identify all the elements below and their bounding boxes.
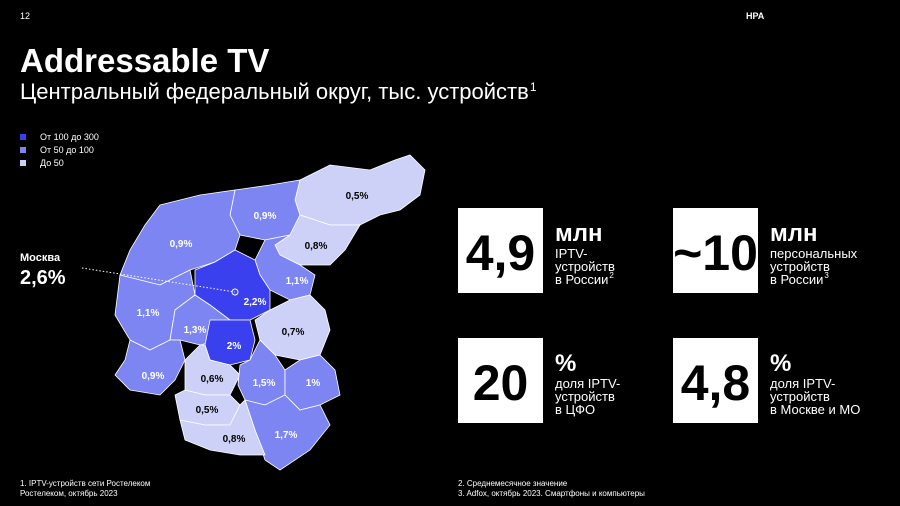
region-label: 0,8% xyxy=(223,434,246,445)
stat-text: IPTV- xyxy=(555,246,588,261)
stat-text: доля IPTV- xyxy=(770,376,835,391)
region xyxy=(179,399,266,456)
stat-box xyxy=(673,208,758,293)
stat-text: устройств xyxy=(555,389,615,404)
stat-text: в Москве и МО xyxy=(770,402,860,417)
stat-number: 4,9 xyxy=(466,225,536,281)
legend-swatch xyxy=(20,134,26,140)
callout-value: 2,6% xyxy=(20,267,66,289)
stat-text: устройств xyxy=(555,259,615,274)
legend-swatch xyxy=(20,147,26,153)
region-label: 2% xyxy=(227,341,242,352)
brand: НРА xyxy=(746,11,765,21)
region xyxy=(114,339,186,396)
stat-note: 3 xyxy=(824,271,829,280)
region-label: 0,6% xyxy=(201,374,224,385)
stat-number: ~10 xyxy=(673,225,758,281)
region-label: 0,9% xyxy=(254,211,277,222)
region-label: 1% xyxy=(306,378,321,389)
region-label: 2,2% xyxy=(244,297,267,308)
stat-text: в России xyxy=(770,272,823,287)
callout-line xyxy=(81,267,236,293)
region-label: 1,1% xyxy=(286,276,309,287)
stat-text: доля IPTV- xyxy=(555,376,620,391)
stat-number: 4,8 xyxy=(681,355,751,411)
map xyxy=(114,154,426,471)
legend-label: От 100 до 300 xyxy=(40,132,99,142)
stat-note: 2 xyxy=(609,271,614,280)
legend-label: До 50 xyxy=(40,158,64,168)
legend-label: От 50 до 100 xyxy=(40,145,94,155)
region xyxy=(229,179,301,241)
moscow-marker xyxy=(231,288,239,296)
stat-text: в России xyxy=(555,272,608,287)
stat-unit: млн xyxy=(770,220,818,247)
stat-text: в ЦФО xyxy=(555,402,595,417)
footnote: 3. Adfox, октябрь 2023. Смартфоны и комп… xyxy=(458,489,645,498)
region xyxy=(294,154,426,226)
stat-text: устройств xyxy=(770,259,830,274)
region-label: 1,1% xyxy=(137,308,160,319)
region-label: 0,7% xyxy=(282,327,305,338)
page-number: 12 xyxy=(20,11,30,21)
footnote: Ростелеком, октябрь 2023 xyxy=(20,489,118,498)
region-label: 1,7% xyxy=(275,430,298,441)
region-label: 1,3% xyxy=(184,325,207,336)
stat-box xyxy=(673,338,758,423)
region-label: 0,5% xyxy=(196,405,219,416)
stat-unit: % xyxy=(770,350,791,377)
region-label: 0,9% xyxy=(170,239,193,250)
stat-number: 20 xyxy=(473,355,529,411)
footnote: 1. IPTV-устройств сети Ростелеком xyxy=(20,479,150,488)
region-label: 0,8% xyxy=(305,241,328,252)
callout-label: Москва xyxy=(20,252,61,264)
stat-text: персональных xyxy=(770,246,858,261)
stat-box xyxy=(458,338,543,423)
region-label: 1,5% xyxy=(253,378,276,389)
region-label: 0,9% xyxy=(142,371,165,382)
subtitle: Центральный федеральный округ, тыс. устр… xyxy=(20,79,529,104)
region-label: 0,5% xyxy=(346,191,369,202)
stat-box xyxy=(458,208,543,293)
stat-unit: % xyxy=(555,350,576,377)
legend-swatch xyxy=(20,160,26,166)
subtitle-note: 1 xyxy=(530,80,537,94)
stat-unit: млн xyxy=(555,220,603,247)
stat-text: устройств xyxy=(770,389,830,404)
footnote: 2. Среднемесячное значение xyxy=(458,479,568,488)
title: Addressable TV xyxy=(20,42,269,79)
